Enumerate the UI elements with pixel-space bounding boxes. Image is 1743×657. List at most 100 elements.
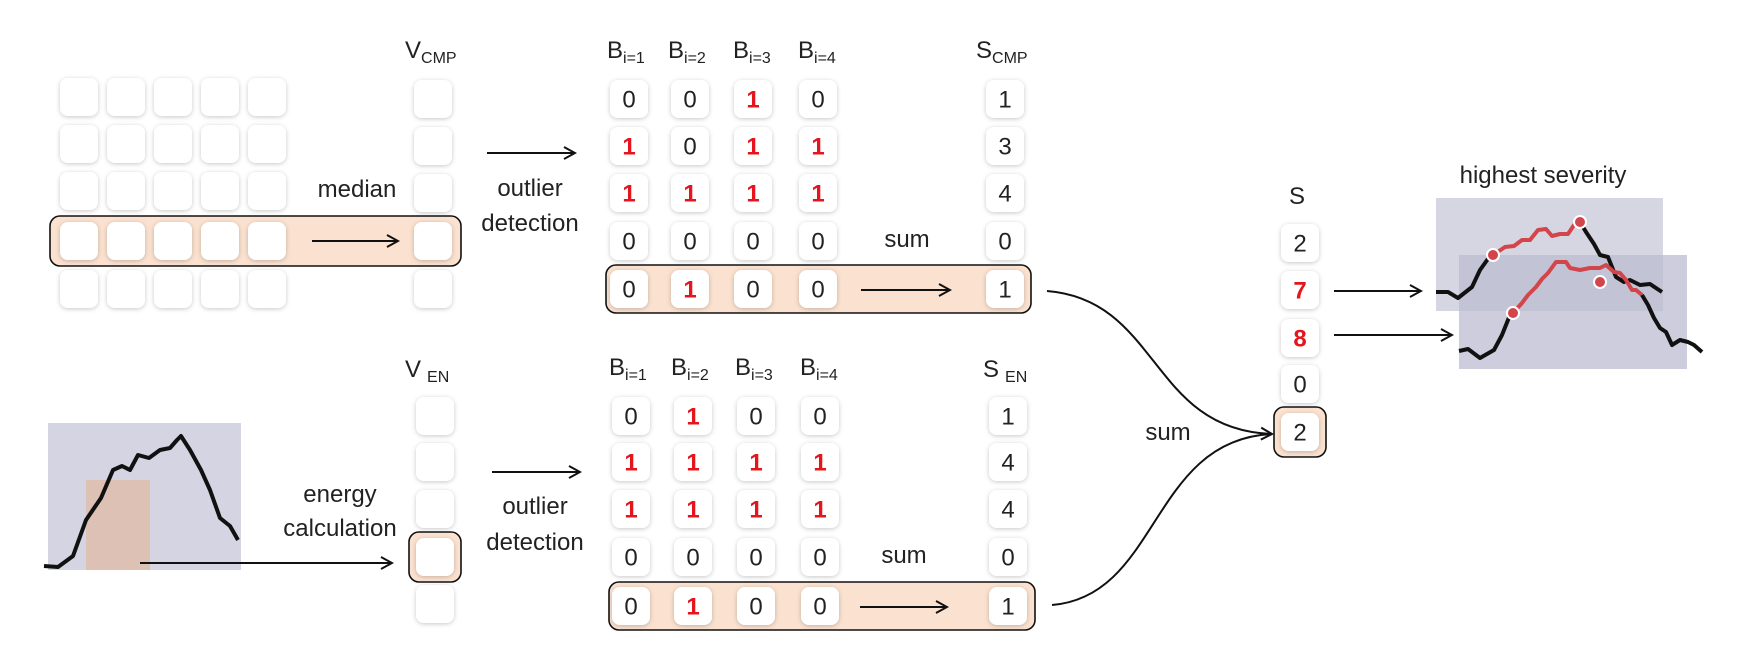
b-bottom-cell-value: 0	[749, 404, 762, 431]
s-cmp-cell-box	[986, 270, 1024, 308]
b-bottom-cell-box	[737, 443, 775, 481]
grid-cell	[154, 270, 192, 308]
s-cell-box	[1281, 413, 1319, 451]
b-bottom-cell-box	[612, 490, 650, 528]
v-cmp-header: VCMP	[405, 37, 457, 67]
s-cmp-cell-box	[986, 222, 1024, 260]
s-en-cell-box	[989, 397, 1027, 435]
b-top-cell-box	[610, 80, 648, 118]
energy-signal-chart	[43, 423, 241, 570]
b-bottom-cell-value: 1	[749, 497, 762, 524]
b-bottom-cell-box	[801, 443, 839, 481]
b-top-cell-box	[734, 127, 772, 165]
cmp-branch: median VCMP outlier detection Bi=1 Bi=2 …	[49, 37, 1032, 314]
grid-cell	[248, 270, 286, 308]
outlier-label-top-1: outlier	[497, 175, 562, 202]
severity-marker	[1506, 306, 1520, 320]
b-top-header-3: Bi=3	[733, 37, 771, 67]
grid-cell	[60, 125, 98, 163]
b-top-cell-value: 1	[683, 181, 696, 208]
b-top-cell-value: 1	[746, 134, 759, 161]
b-bottom-cell-box	[801, 587, 839, 625]
highest-severity-label: highest severity	[1460, 162, 1627, 189]
grid-cell	[201, 172, 239, 210]
b-top-cell-value: 0	[811, 229, 824, 256]
s-en-cell-value: 1	[1001, 404, 1014, 431]
v-en-cell	[416, 397, 454, 435]
b-top-cell-value: 0	[622, 87, 635, 114]
s-cmp-cell-value: 1	[998, 87, 1011, 114]
s-en-column: 1 4 4 0 1	[989, 397, 1027, 625]
energy-label-2: calculation	[283, 515, 396, 542]
b-bottom-cell-value: 0	[749, 594, 762, 621]
s-en-cell-box	[989, 490, 1027, 528]
grid-cell	[154, 222, 192, 260]
b-bottom-cell-value: 1	[749, 450, 762, 477]
severity-marker	[1486, 248, 1500, 262]
b-top-cell-box	[799, 127, 837, 165]
grid-cell	[107, 222, 145, 260]
grid-cell	[201, 222, 239, 260]
b-bottom-cell-value: 0	[624, 545, 637, 572]
grid-cell	[60, 78, 98, 116]
v-en-cell	[416, 585, 454, 623]
severity-window-2	[1459, 255, 1687, 369]
b-top-cell-box	[671, 222, 709, 260]
b-top-cell-value: 1	[746, 181, 759, 208]
b-top-cell-value: 0	[746, 229, 759, 256]
b-bottom-cell-box	[674, 443, 712, 481]
grid-cell	[107, 172, 145, 210]
b-top-cell-box	[734, 222, 772, 260]
b-top-header-2: Bi=2	[668, 37, 706, 67]
sum-label-top: sum	[884, 226, 929, 253]
energy-label-1: energy	[303, 481, 376, 508]
v-cmp-cell	[414, 80, 452, 118]
severity-segment-2	[1511, 260, 1644, 315]
energy-area	[86, 480, 150, 570]
b-bottom-cell-box	[612, 538, 650, 576]
grid-cell	[248, 78, 286, 116]
v-en-column	[416, 397, 454, 623]
grid-cell	[60, 172, 98, 210]
b-bottom-cell-box	[737, 397, 775, 435]
highest-severity-panel: highest severity	[1436, 162, 1704, 369]
b-bottom-cell-box	[737, 587, 775, 625]
b-bottom-cell-value: 1	[686, 450, 699, 477]
grid-cell	[201, 78, 239, 116]
b-top-header-4: Bi=4	[798, 37, 836, 67]
median-label: median	[318, 176, 397, 203]
b-bottom-cell-value: 0	[749, 545, 762, 572]
b-top-cell-value: 0	[746, 277, 759, 304]
s-en-cell-value: 1	[1001, 594, 1014, 621]
b-top-cell-box	[671, 174, 709, 212]
s-column: 2 7 8 0 2	[1281, 224, 1319, 451]
b-bottom-cell-box	[737, 538, 775, 576]
b-top-cell-value: 1	[683, 277, 696, 304]
b-top-cell-box	[671, 270, 709, 308]
b-bottom-cell-value: 0	[813, 545, 826, 572]
severity-segment-1	[1491, 220, 1581, 257]
s-en-cell-box	[989, 538, 1027, 576]
s-cell-box	[1281, 224, 1319, 262]
b-top-matrix: 0 0 1 0 1 0 1 1 1 1 1 1 0 0 0 0 0 1 0 0	[610, 80, 837, 308]
b-top-cell-box	[799, 174, 837, 212]
b-bottom-header-4: Bi=4	[800, 354, 838, 384]
b-bottom-cell-value: 1	[686, 404, 699, 431]
grid-cell	[201, 270, 239, 308]
b-top-cell-box	[610, 270, 648, 308]
b-bottom-cell-box	[674, 538, 712, 576]
b-top-cell-box	[610, 127, 648, 165]
v-cmp-cell	[414, 270, 452, 308]
v-en-cell	[416, 443, 454, 481]
s-cmp-cell-value: 3	[998, 134, 1011, 161]
s-cell-box	[1281, 365, 1319, 403]
grid-cell	[154, 78, 192, 116]
b-top-cell-value: 0	[622, 229, 635, 256]
grid-cell	[201, 125, 239, 163]
severity-signal-1b	[1578, 220, 1664, 294]
grid-cell	[248, 222, 286, 260]
b-top-cell-box	[799, 80, 837, 118]
b-bottom-cell-box	[612, 587, 650, 625]
v-en-cell	[416, 490, 454, 528]
cmp-input-grid	[60, 78, 286, 308]
